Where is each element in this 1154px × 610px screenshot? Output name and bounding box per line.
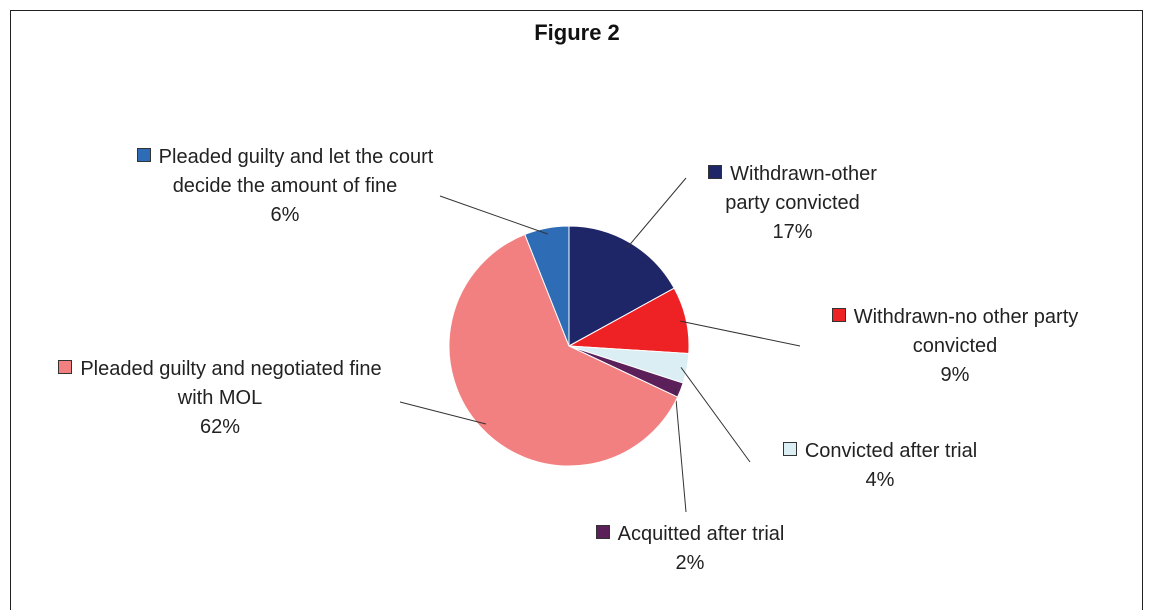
slice-label: Withdrawn-no other party convicted 9%	[795, 303, 1115, 390]
leader-line	[399, 401, 487, 425]
pie-slice	[524, 225, 570, 347]
value-label: 17%	[772, 221, 813, 243]
label-name: Acquitted after trial	[560, 520, 820, 549]
legend-key	[831, 308, 846, 322]
label-name: Withdrawn-other party convicted	[685, 160, 900, 218]
label-name: Convicted after trial	[740, 437, 1020, 466]
value-label: 4%	[865, 469, 895, 491]
chart	[399, 177, 801, 513]
value-label: 62%	[199, 416, 241, 438]
category-label: Pleaded guilty and negotiated fine with …	[80, 358, 382, 409]
legend-key	[136, 148, 151, 162]
legend-key	[58, 360, 73, 374]
leader-line	[626, 177, 687, 249]
label-name: Withdrawn-no other party convicted	[795, 303, 1115, 361]
pie-slice	[568, 225, 675, 347]
legend-key	[708, 165, 723, 179]
page: {"chart_data": {"type": "pie", "title": …	[10, 10, 1143, 610]
slice-label: Convicted after trial 4%	[740, 437, 1020, 495]
label-name: Pleaded guilty and let the court decide …	[115, 143, 455, 201]
leader-line	[680, 320, 801, 347]
category-label: Withdrawn-other party convicted	[725, 163, 877, 214]
leader-line	[674, 387, 687, 513]
category-label: Acquitted after trial	[617, 523, 785, 545]
slice-label: Pleaded guilty and let the court decide …	[115, 143, 455, 230]
label-name: Pleaded guilty and negotiated fine with …	[40, 355, 400, 413]
value-label: 6%	[270, 204, 300, 226]
slice-label: Acquitted after trial 2%	[560, 520, 820, 578]
pie-slice	[448, 233, 679, 467]
leader-line	[439, 195, 548, 235]
slice-label: Withdrawn-other party convicted 17%	[685, 160, 900, 247]
legend-key	[782, 442, 797, 456]
leader-line	[680, 367, 751, 463]
category-label: Pleaded guilty and let the court decide …	[158, 146, 434, 197]
slice-label: Pleaded guilty and negotiated fine with …	[40, 355, 400, 442]
legend-key	[595, 525, 610, 539]
value-label: 2%	[675, 552, 705, 574]
value-label: 9%	[940, 364, 970, 386]
chart-frame	[10, 10, 1143, 610]
category-label: Convicted after trial	[804, 440, 978, 462]
chart-title: Figure 2	[534, 20, 620, 45]
category-label: Withdrawn-no other party convicted	[853, 306, 1079, 357]
